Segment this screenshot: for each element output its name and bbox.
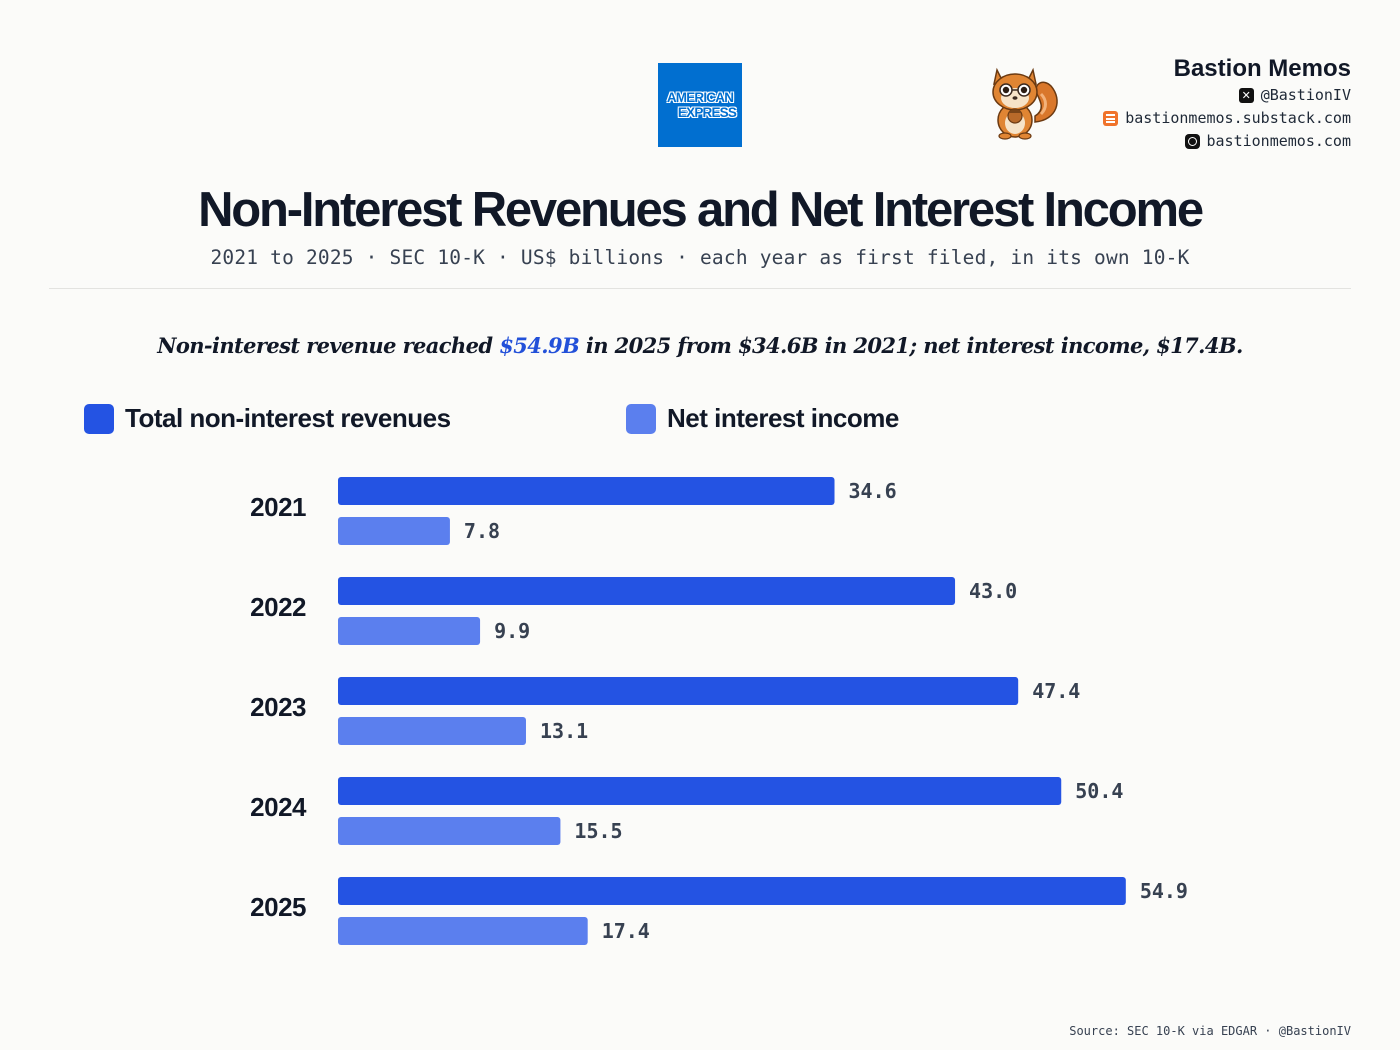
logo-text-line1: AMERICAN — [666, 90, 734, 105]
source-note: Source: SEC 10-K via EDGAR · @BastionIV — [1069, 1024, 1351, 1038]
legend-label-non-interest: Total non-interest revenues — [125, 403, 451, 433]
value-label-net-interest-2023: 13.1 — [540, 719, 588, 743]
header-divider — [49, 288, 1351, 289]
squirrel-mascot-icon — [992, 67, 1058, 140]
substack-icon — [1103, 111, 1119, 126]
brand-handle-row[interactable]: ✕ @BastionIV — [1103, 84, 1351, 107]
value-label-non-interest-2024: 50.4 — [1075, 779, 1123, 803]
brand-substack-row[interactable]: bastionmemos.substack.com — [1103, 107, 1351, 130]
bar-non-interest-2025 — [338, 877, 1126, 905]
brand-substack-link[interactable]: bastionmemos.substack.com — [1125, 109, 1351, 127]
value-label-non-interest-2025: 54.9 — [1140, 879, 1188, 903]
headline-highlight: $54.9B — [499, 333, 580, 358]
brand-name: Bastion Memos — [1173, 55, 1351, 82]
value-label-non-interest-2023: 47.4 — [1032, 679, 1080, 703]
headline-part1: Non-interest revenue reached — [157, 333, 500, 358]
category-label-2022: 2022 — [250, 592, 306, 622]
category-label-2023: 2023 — [250, 692, 306, 722]
bar-net-interest-2021 — [338, 517, 450, 545]
headline: Non-interest revenue reached $54.9B in 2… — [0, 330, 1400, 362]
legend-swatch-net-interest — [626, 403, 656, 434]
brand-block: Bastion Memos ✕ @BastionIV bastionmemos.… — [1103, 54, 1351, 153]
bar-net-interest-2022 — [338, 617, 481, 645]
legend-item-non-interest: Total non-interest revenues — [84, 403, 451, 434]
value-label-net-interest-2022: 9.9 — [494, 619, 530, 643]
legend-item-net-interest: Net interest income — [626, 403, 899, 434]
value-label-net-interest-2025: 17.4 — [602, 919, 650, 943]
category-label-2021: 2021 — [250, 492, 306, 522]
legend-swatch-non-interest — [84, 403, 114, 434]
category-label-2024: 2024 — [250, 792, 307, 822]
value-label-net-interest-2024: 15.5 — [574, 819, 622, 843]
bar-net-interest-2025 — [338, 917, 588, 945]
globe-icon — [1184, 134, 1200, 149]
bar-non-interest-2023 — [338, 677, 1019, 705]
bar-net-interest-2023 — [338, 717, 526, 745]
chart-title: Non-Interest Revenues and Net Interest I… — [198, 183, 1204, 237]
bar-non-interest-2021 — [338, 477, 835, 505]
logo-text-line2: EXPRESS — [677, 105, 737, 120]
brand-website-row[interactable]: bastionmemos.com — [1103, 130, 1351, 153]
value-label-non-interest-2021: 34.6 — [849, 479, 897, 503]
headline-part2: in 2025 from $34.6B in 2021; net interes… — [579, 333, 1244, 358]
legend-label-net-interest: Net interest income — [667, 403, 899, 433]
brand-website-link[interactable]: bastionmemos.com — [1206, 132, 1352, 150]
x-twitter-icon: ✕ — [1238, 88, 1254, 103]
bar-non-interest-2022 — [338, 577, 956, 605]
value-label-non-interest-2022: 43.0 — [969, 579, 1017, 603]
bar-net-interest-2024 — [338, 817, 561, 845]
american-express-logo: AMERICAN EXPRESS — [658, 63, 742, 147]
bar-non-interest-2024 — [338, 777, 1062, 805]
brand-handle[interactable]: @BastionIV — [1260, 86, 1351, 104]
chart-subtitle: 2021 to 2025 · SEC 10-K · US$ billions ·… — [210, 246, 1190, 269]
value-label-net-interest-2021: 7.8 — [464, 519, 500, 543]
category-label-2025: 2025 — [250, 892, 306, 922]
